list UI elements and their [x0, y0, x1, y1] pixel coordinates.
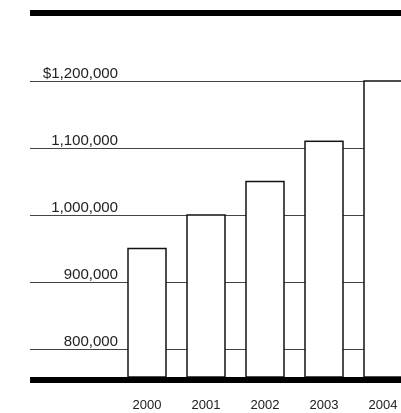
y-tick-label: 800,000 [64, 333, 118, 350]
x-tick-label: 2004 [369, 397, 398, 412]
y-tick-label: $1,200,000 [43, 65, 118, 82]
x-tick-label: 2001 [192, 397, 221, 412]
bar-2003 [304, 140, 344, 378]
x-category-labels: 2000 2001 2002 2003 2004 [133, 397, 398, 412]
y-tick-label: 900,000 [64, 266, 118, 283]
y-tick-labels: $1,200,000 1,100,000 1,000,000 900,000 800,0… [43, 65, 118, 350]
bottom-heavy-rule [30, 377, 401, 383]
x-tick-label: 2000 [133, 397, 162, 412]
bar-2001 [186, 214, 226, 378]
bar-2004 [363, 80, 401, 378]
y-tick-label: 1,100,000 [51, 132, 118, 149]
x-tick-label: 2002 [251, 397, 280, 412]
x-tick-label: 2003 [310, 397, 339, 412]
bar-2002 [245, 180, 285, 378]
y-tick-label: 1,000,000 [51, 199, 118, 216]
bars-layer [127, 80, 401, 378]
top-heavy-rule [30, 10, 401, 16]
bar-2000 [127, 247, 167, 378]
